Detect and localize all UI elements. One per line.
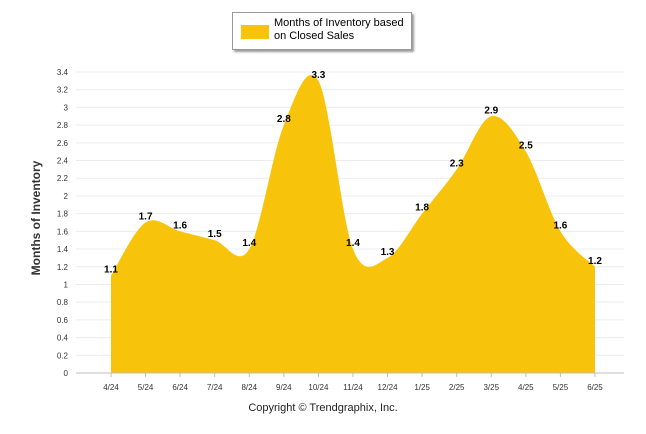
legend-label: Months of Inventory based on Closed Sale… <box>274 17 410 43</box>
data-label: 1.4 <box>346 238 360 249</box>
data-label: 1.1 <box>104 265 118 276</box>
chart-legend: Months of Inventory based on Closed Sale… <box>232 12 412 50</box>
x-tick-label: 4/24 <box>103 383 119 392</box>
x-tick-label: 4/25 <box>518 383 534 392</box>
x-tick-label: 6/25 <box>587 383 603 392</box>
legend-swatch <box>241 25 269 39</box>
data-label: 2.9 <box>484 105 498 116</box>
y-tick-label: 3.4 <box>57 68 69 77</box>
x-tick-label: 8/24 <box>241 383 257 392</box>
data-label: 1.6 <box>553 220 567 231</box>
y-axis-ticks: 0 0.2 0.4 0.6 0.8 1 1.2 1.4 1.6 1.8 2 2.2 2.4 2.6 2.8 3… <box>57 68 69 378</box>
y-tick-label: 0.4 <box>57 334 69 343</box>
y-tick-label: 1.8 <box>57 210 69 219</box>
y-tick-label: 1.6 <box>57 227 69 236</box>
data-label: 1.5 <box>208 229 222 240</box>
data-labels: 1.1 1.7 1.6 1.5 1.4 2.8 3.3 1.4 1.3 1.8 2.3 2.9 2.5 1… <box>104 70 602 276</box>
inventory-area-series <box>111 74 595 374</box>
data-label: 1.4 <box>242 238 256 249</box>
x-tick-label: 10/24 <box>308 383 329 392</box>
y-tick-label: 0.6 <box>57 316 69 325</box>
data-label: 2.3 <box>450 158 464 169</box>
x-tick-label: 7/24 <box>207 383 223 392</box>
y-tick-label: 2.6 <box>57 139 69 148</box>
data-label: 1.3 <box>381 247 395 258</box>
x-tick-label: 5/25 <box>553 383 569 392</box>
y-tick-label: 1.2 <box>57 263 69 272</box>
data-label: 1.8 <box>415 203 429 214</box>
data-label: 1.7 <box>139 212 153 223</box>
y-tick-label: 0.8 <box>57 298 69 307</box>
y-tick-label: 0 <box>64 369 69 378</box>
x-tick-label: 3/25 <box>483 383 499 392</box>
x-axis-ticks: 4/24 5/24 6/24 7/24 8/24 9/24 10/24 11/24 12/24 1… <box>103 373 603 392</box>
x-tick-label: 11/24 <box>343 383 363 392</box>
data-label: 2.8 <box>277 114 291 125</box>
x-tick-label: 6/24 <box>172 383 188 392</box>
legend-label-line-2: on Closed Sales <box>274 30 355 42</box>
x-tick-label: 2/25 <box>449 383 465 392</box>
y-tick-label: 3 <box>64 103 69 112</box>
y-tick-label: 3.2 <box>57 86 69 95</box>
y-tick-label: 2.2 <box>57 174 69 183</box>
y-axis-title: Months of Inventory <box>29 160 43 275</box>
y-tick-label: 2.8 <box>57 121 69 130</box>
x-tick-label: 12/24 <box>378 383 399 392</box>
data-label: 1.2 <box>588 256 602 267</box>
y-tick-label: 1 <box>64 280 69 289</box>
x-tick-label: 5/24 <box>138 383 154 392</box>
legend-label-line-1: Months of Inventory based <box>274 17 404 29</box>
y-tick-label: 2.4 <box>57 157 69 166</box>
x-tick-label: 9/24 <box>276 383 292 392</box>
y-tick-label: 0.2 <box>57 351 69 360</box>
y-tick-label: 1.4 <box>57 245 69 254</box>
data-label: 2.5 <box>519 141 533 152</box>
y-tick-label: 2 <box>64 192 69 201</box>
data-label: 1.6 <box>173 220 187 231</box>
data-label: 3.3 <box>311 70 325 81</box>
copyright-footer: Copyright © Trendgraphix, Inc. <box>248 402 398 414</box>
x-tick-label: 1/25 <box>414 383 430 392</box>
